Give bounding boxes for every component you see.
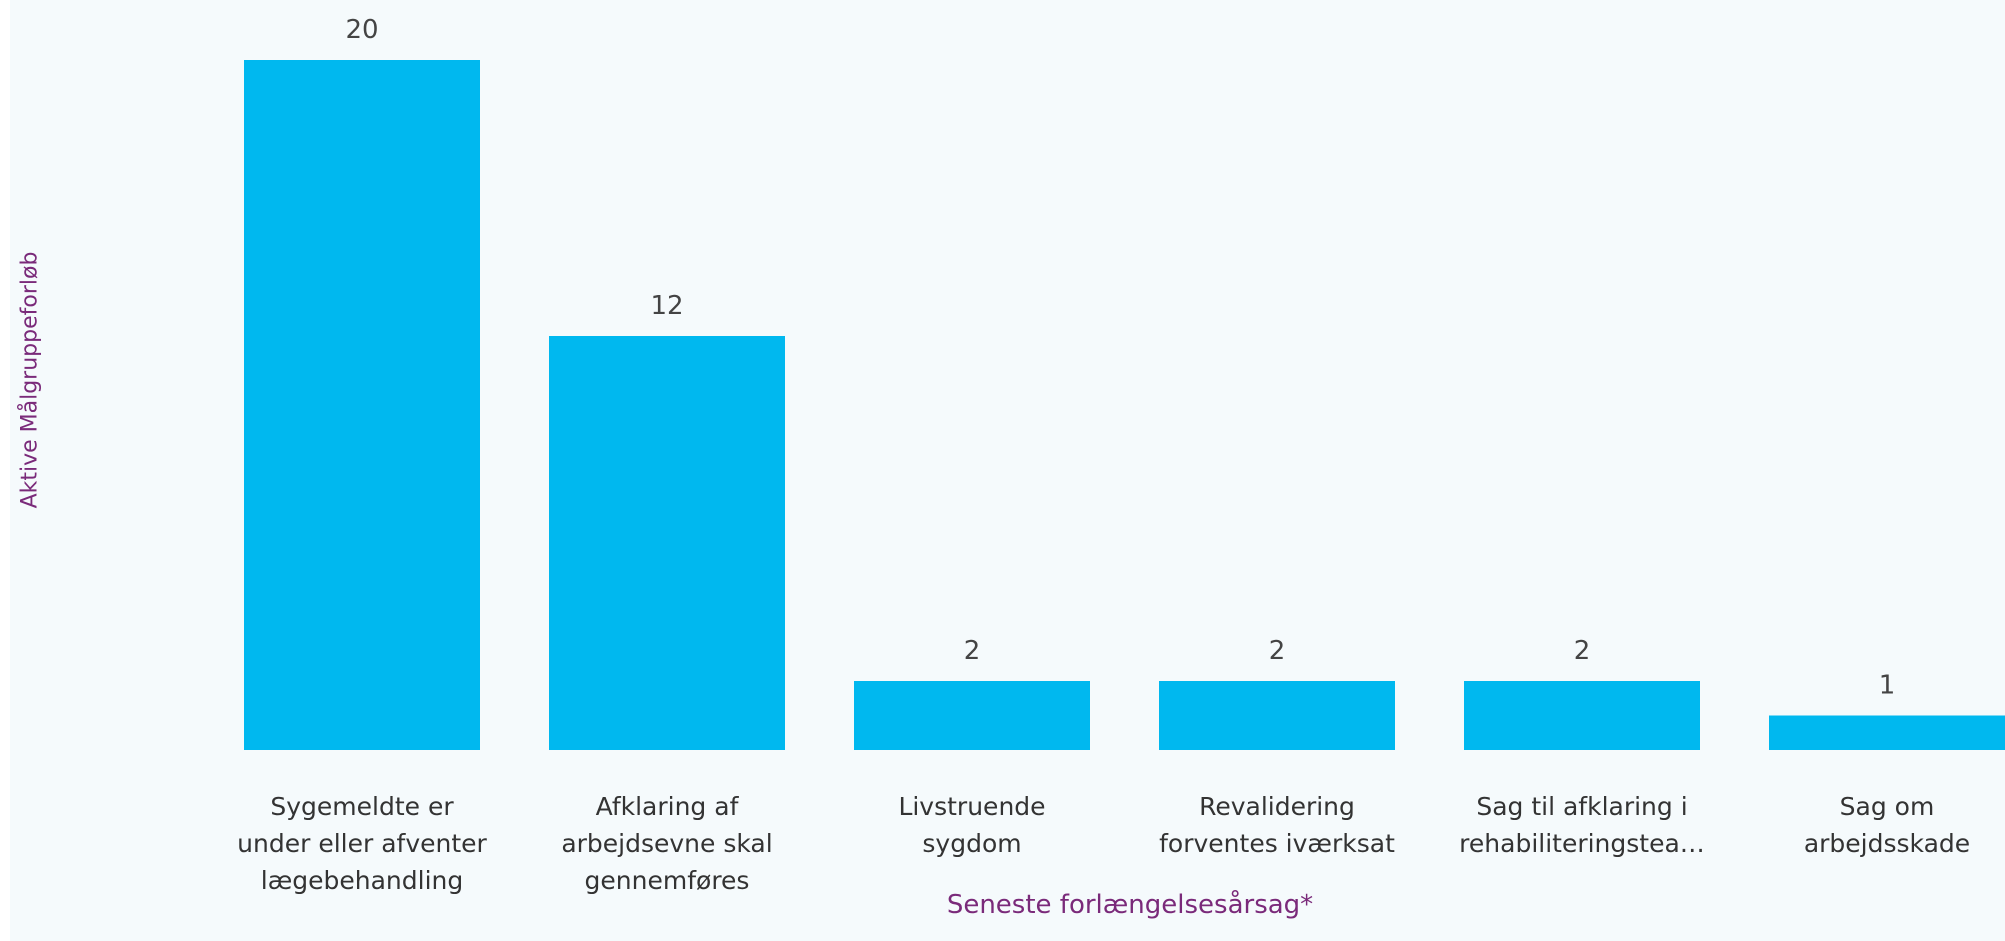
data-label-4: 2: [1269, 636, 1286, 666]
x-tick-label: Afklaring af arbejdsevne skal gennemføres: [542, 788, 792, 899]
x-tick-label: Livstruende sygdom: [847, 788, 1097, 862]
x-tick-label: Sag om arbejdsskade: [1762, 788, 2005, 862]
x-tick-label-line: arbejdsskade: [1803, 829, 1971, 858]
data-label-3: 2: [964, 636, 981, 666]
x-tick-label-line: Sygemeldte er: [270, 792, 454, 821]
x-tick-label-line: Afklaring af: [595, 792, 739, 821]
x-tick-label-line: Sag til afklaring i: [1476, 792, 1688, 821]
x-tick-label-line: rehabiliteringstea…: [1459, 829, 1705, 858]
x-tick-label-line: arbejdsevne skal: [561, 829, 773, 858]
x-tick-label-line: under eller afventer: [237, 829, 487, 858]
x-tick-label-line: Livstruende: [898, 792, 1046, 821]
x-tick-label: Sygemeldte er under eller afventer lægebeh…: [237, 788, 487, 899]
x-tick-label-line: sygdom: [922, 829, 1022, 858]
bar-5[interactable]: [1464, 681, 1700, 750]
x-tick-label-line: Revalidering: [1199, 792, 1355, 821]
x-tick-label-line: forventes iværksat: [1159, 829, 1395, 858]
x-tick-label-line: gennemføres: [584, 866, 750, 895]
data-label-5: 2: [1574, 636, 1591, 666]
data-label-2: 12: [650, 291, 683, 321]
bar-2[interactable]: [549, 336, 785, 750]
x-tick-label-line: lægebehandling: [260, 866, 464, 895]
x-tick-label: Sag til afklaring i rehabiliteringstea…: [1457, 788, 1707, 862]
x-tick-label: Revalidering forventes iværksat: [1152, 788, 1402, 862]
data-label-1: 20: [345, 15, 378, 45]
bar-1[interactable]: [244, 60, 480, 750]
data-label-6: 1: [1879, 671, 1896, 701]
bar-6[interactable]: [1769, 715, 2005, 751]
x-tick-label-line: Sag om: [1839, 792, 1935, 821]
x-axis-title: Seneste forlængelsesårsag*: [946, 890, 1314, 920]
bar-3[interactable]: [854, 681, 1090, 750]
bar-4[interactable]: [1159, 681, 1395, 750]
